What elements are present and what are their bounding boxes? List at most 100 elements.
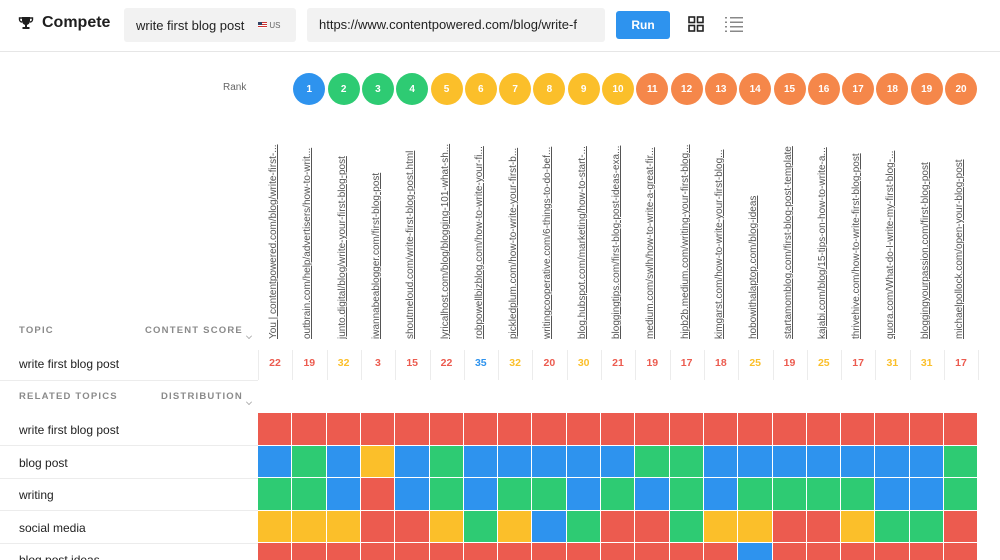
distribution-cell[interactable] — [292, 543, 326, 560]
distribution-cell[interactable] — [910, 445, 943, 477]
distribution-cell[interactable] — [601, 478, 634, 510]
distribution-cell[interactable] — [875, 510, 909, 542]
distribution-cell[interactable] — [361, 413, 394, 445]
distribution-cell[interactable] — [532, 543, 566, 560]
distribution-cell[interactable] — [361, 445, 394, 477]
distribution-cell[interactable] — [807, 543, 840, 560]
distribution-cell[interactable] — [395, 543, 429, 560]
distribution-cell[interactable] — [704, 510, 737, 542]
distribution-cell[interactable] — [327, 543, 360, 560]
distribution-cell[interactable] — [841, 510, 874, 542]
distribution-cell[interactable] — [258, 543, 291, 560]
competitor-url-link[interactable]: michaelpollock.com/open-your-blog-post — [954, 159, 965, 339]
distribution-cell[interactable] — [258, 510, 291, 542]
distribution-cell[interactable] — [258, 445, 291, 477]
distribution-cell[interactable] — [532, 478, 566, 510]
distribution-cell[interactable] — [292, 445, 326, 477]
distribution-cell[interactable] — [944, 413, 977, 445]
distribution-cell[interactable] — [395, 445, 429, 477]
run-button[interactable]: Run — [616, 11, 670, 39]
distribution-cell[interactable] — [875, 543, 909, 560]
distribution-cell[interactable] — [773, 510, 806, 542]
distribution-cell[interactable] — [395, 510, 429, 542]
distribution-cell[interactable] — [430, 445, 463, 477]
distribution-cell[interactable] — [841, 445, 874, 477]
distribution-cell[interactable] — [635, 478, 669, 510]
distribution-cell[interactable] — [944, 445, 977, 477]
distribution-cell[interactable] — [567, 413, 600, 445]
competitor-url-link[interactable]: writingcooperative.com/6-things-to-do-be… — [542, 146, 554, 339]
distribution-cell[interactable] — [773, 478, 806, 510]
distribution-cell[interactable] — [944, 510, 977, 542]
distribution-cell[interactable] — [910, 543, 943, 560]
distribution-cell[interactable] — [841, 543, 874, 560]
distribution-cell[interactable] — [395, 413, 429, 445]
distribution-cell[interactable] — [807, 510, 840, 542]
distribution-cell[interactable] — [635, 543, 669, 560]
distribution-cell[interactable] — [430, 510, 463, 542]
distribution-cell[interactable] — [258, 413, 291, 445]
distribution-cell[interactable] — [567, 543, 600, 560]
distribution-cell[interactable] — [361, 543, 394, 560]
distribution-cell[interactable] — [430, 478, 463, 510]
competitor-url-link[interactable]: thrivehive.com/how-to-write-first-blog-p… — [851, 153, 863, 339]
distribution-cell[interactable] — [841, 413, 874, 445]
distribution-cell[interactable] — [773, 413, 806, 445]
distribution-cell[interactable] — [498, 478, 531, 510]
distribution-cell[interactable] — [292, 510, 326, 542]
distribution-cell[interactable] — [327, 445, 360, 477]
distribution-cell[interactable] — [910, 478, 943, 510]
distribution-cell[interactable] — [292, 478, 326, 510]
competitor-url-link[interactable]: hobowithalaptop.com/blog-ideas — [748, 195, 760, 339]
distribution-cell[interactable] — [601, 543, 634, 560]
distribution-cell[interactable] — [430, 543, 463, 560]
distribution-cell[interactable] — [327, 413, 360, 445]
list-view-icon[interactable] — [725, 16, 743, 32]
distribution-cell[interactable] — [704, 543, 737, 560]
distribution-cell[interactable] — [773, 543, 806, 560]
grid-view-icon[interactable] — [688, 16, 704, 32]
competitor-url-link[interactable]: iwannabeablogger.com/first-blog-post — [370, 172, 382, 339]
distribution-cell[interactable] — [498, 543, 531, 560]
competitor-url-link[interactable]: robpowellbizblog.com/how-to-write-your-f… — [473, 146, 485, 339]
distribution-cell[interactable] — [635, 413, 669, 445]
sort-arrow-icon[interactable] — [246, 333, 252, 339]
competitor-url-link[interactable]: junto.digital/blog/write-your-first-blog… — [336, 156, 348, 339]
distribution-cell[interactable] — [464, 478, 497, 510]
competitor-url-link[interactable]: lyricalhost.com/blog/blogging-101-what-s… — [439, 143, 451, 339]
distribution-cell[interactable] — [567, 510, 600, 542]
distribution-cell[interactable] — [944, 543, 977, 560]
distribution-cell[interactable] — [635, 510, 669, 542]
distribution-cell[interactable] — [327, 510, 360, 542]
distribution-cell[interactable] — [704, 413, 737, 445]
competitor-url-link[interactable]: kimgarst.com/how-to-write-your-first-blo… — [713, 149, 725, 339]
distribution-cell[interactable] — [258, 478, 291, 510]
distribution-cell[interactable] — [841, 478, 874, 510]
distribution-cell[interactable] — [498, 510, 531, 542]
distribution-cell[interactable] — [807, 478, 840, 510]
distribution-cell[interactable] — [738, 510, 772, 542]
distribution-cell[interactable] — [464, 445, 497, 477]
distribution-cell[interactable] — [670, 445, 703, 477]
distribution-cell[interactable] — [292, 413, 326, 445]
competitor-url-link[interactable]: outbrain.com/help/advertisers/how-to-wri… — [302, 147, 314, 339]
competitor-url-link[interactable]: pickledplum.com/how-to-write-your-first-… — [508, 147, 520, 339]
distribution-cell[interactable] — [532, 445, 566, 477]
distribution-cell[interactable] — [532, 510, 566, 542]
keyword-input[interactable]: write first blog post US — [124, 8, 296, 42]
distribution-cell[interactable] — [807, 445, 840, 477]
distribution-cell[interactable] — [670, 478, 703, 510]
distribution-cell[interactable] — [738, 413, 772, 445]
distribution-cell[interactable] — [532, 413, 566, 445]
distribution-cell[interactable] — [567, 445, 600, 477]
distribution-sort-icon[interactable] — [246, 399, 252, 405]
distribution-cell[interactable] — [875, 413, 909, 445]
location-selector[interactable]: US — [258, 21, 281, 30]
distribution-cell[interactable] — [738, 478, 772, 510]
distribution-cell[interactable] — [601, 510, 634, 542]
distribution-cell[interactable] — [944, 478, 977, 510]
distribution-cell[interactable] — [704, 478, 737, 510]
distribution-cell[interactable] — [670, 543, 703, 560]
distribution-cell[interactable] — [464, 413, 497, 445]
distribution-cell[interactable] — [773, 445, 806, 477]
